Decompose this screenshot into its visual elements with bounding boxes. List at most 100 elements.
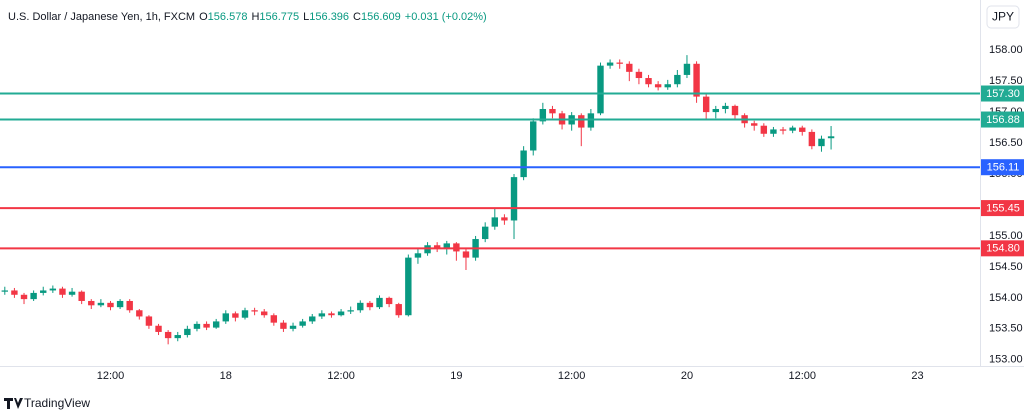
candle-body <box>193 323 201 329</box>
candle-body <box>510 177 518 221</box>
y-tick-label: 154.50 <box>989 261 1023 273</box>
candle-body <box>337 311 345 316</box>
candle-body <box>174 335 181 339</box>
candle-body <box>645 78 652 85</box>
x-tick-label: 12:00 <box>327 370 355 382</box>
candle-body <box>760 125 768 134</box>
ohlc: O156.578 H156.775 L156.396 C156.609 <box>199 11 401 23</box>
candle-body <box>376 297 383 308</box>
candle-body <box>462 251 470 258</box>
candle-body <box>30 292 37 300</box>
candle-body <box>222 313 229 322</box>
ohlc-key: L <box>303 11 309 23</box>
level-label: 156.11 <box>987 162 1020 174</box>
candle-body <box>674 74 681 85</box>
candle-body <box>414 253 422 258</box>
candle-body <box>241 310 249 318</box>
candle-body <box>808 131 816 147</box>
candle-body <box>116 300 124 308</box>
candle-body <box>395 304 402 316</box>
candle-body <box>203 323 210 328</box>
candle-body <box>799 127 806 132</box>
candle-body <box>683 63 691 75</box>
ohlc-key: O <box>199 11 208 23</box>
candle-body <box>126 300 133 311</box>
candle-body <box>616 62 623 64</box>
ohlc-value: 156.775 <box>259 11 299 23</box>
logo-mark <box>4 398 23 409</box>
candle-body <box>280 322 287 329</box>
ohlc-value: 156.396 <box>309 11 349 23</box>
currency-label: JPY <box>992 10 1014 24</box>
candle-body <box>597 65 604 114</box>
candle-body <box>261 311 268 316</box>
symbol: U.S. Dollar / Japanese Yen, 1h, FXCM <box>8 11 195 23</box>
candle-body <box>251 310 258 312</box>
change: +0.031 (+0.02%) <box>405 11 487 23</box>
candle-body <box>20 294 28 300</box>
candle-body <box>702 96 710 113</box>
level-tag <box>981 240 1024 257</box>
x-tick-label: 12:00 <box>97 370 125 382</box>
candle-body <box>654 84 662 88</box>
candle-body <box>731 105 739 116</box>
y-tick-label: 154.00 <box>989 292 1023 304</box>
candle-body <box>59 288 66 295</box>
ohlc-key: H <box>251 11 259 23</box>
level-tag <box>981 85 1024 102</box>
candle-body <box>299 321 306 326</box>
candle-body <box>155 325 162 332</box>
x-tick-label: 12:00 <box>558 370 586 382</box>
candle-body <box>49 288 57 291</box>
y-tick-label: 158.00 <box>989 44 1023 56</box>
legend-line: U.S. Dollar / Japanese Yen, 1h, FXCM O156… <box>8 11 487 23</box>
x-tick-label: 18 <box>220 370 232 382</box>
x-tick-label: 23 <box>911 370 923 382</box>
y-tick-label: 157.50 <box>989 75 1023 87</box>
candle-body <box>606 62 614 66</box>
candle-body <box>145 316 153 326</box>
level-label: 154.80 <box>986 243 1020 255</box>
x-tick-label: 19 <box>450 370 462 382</box>
candle-body <box>491 217 499 227</box>
candle-body <box>40 290 47 293</box>
candle-body <box>722 105 729 109</box>
candle-body <box>289 325 297 329</box>
level-tag <box>981 159 1024 176</box>
candle-body <box>751 123 758 126</box>
candle-body <box>270 315 278 323</box>
candle-body <box>68 291 76 295</box>
candle-body <box>309 316 316 322</box>
y-tick-label: 153.50 <box>989 323 1023 335</box>
candle-body <box>366 302 374 308</box>
candle-body <box>818 138 825 147</box>
x-tick-label: 20 <box>681 370 693 382</box>
y-tick-label: 153.00 <box>989 354 1023 366</box>
candle-body <box>136 310 143 317</box>
candle-body <box>481 226 489 240</box>
candle-body <box>770 129 777 134</box>
level-label: 155.45 <box>986 202 1020 214</box>
candle-body <box>357 302 364 311</box>
candle-body <box>779 129 787 131</box>
candle-body <box>530 121 537 151</box>
candle-body <box>578 115 585 128</box>
level-tag <box>981 200 1024 217</box>
candle-body <box>11 290 18 295</box>
candle-body <box>164 331 172 339</box>
candle-body <box>107 302 114 308</box>
y-tick-label: 155.00 <box>989 230 1023 242</box>
ohlc-value: 156.578 <box>208 11 248 23</box>
candle-body <box>232 313 239 318</box>
candle-body <box>827 136 835 139</box>
candle-body <box>693 63 700 97</box>
candle-body <box>385 297 393 305</box>
candle-body <box>712 108 719 113</box>
currency-button[interactable] <box>986 5 1020 29</box>
candle-body <box>433 245 441 249</box>
candle-body <box>539 108 547 122</box>
brand-logo: TradingView <box>4 396 90 410</box>
candle-body <box>664 84 671 88</box>
level-label: 156.88 <box>986 114 1020 126</box>
